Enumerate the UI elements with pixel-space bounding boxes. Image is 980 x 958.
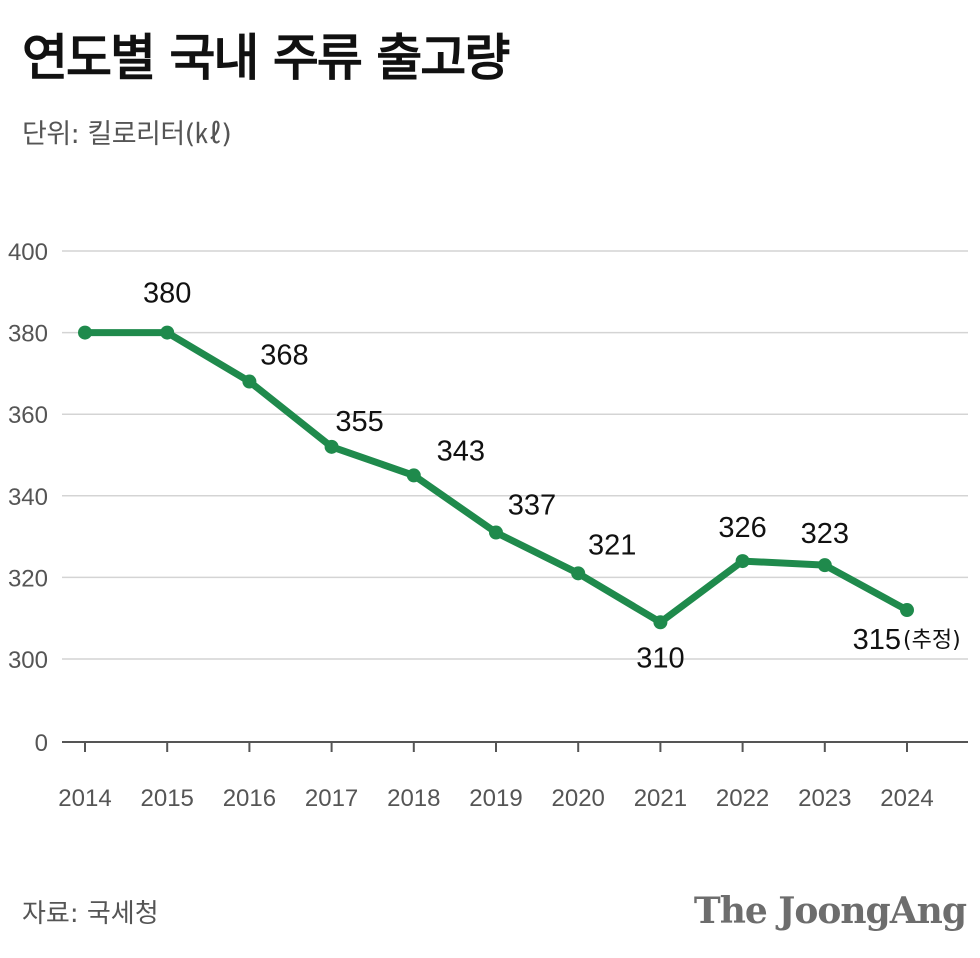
x-axis [62,741,968,752]
data-label: 380 [143,278,191,310]
source-note: 자료: 국세청 [22,899,159,929]
x-tick-label: 2019 [469,785,522,812]
x-tick-label: 2016 [223,785,276,812]
data-point [324,439,339,454]
data-label: 321 [588,529,636,561]
series-line-group [78,325,914,630]
data-label: 315 [853,624,901,656]
data-label: 310 [636,642,684,674]
y-tick-label: 380 [8,321,48,348]
data-point [160,325,175,340]
data-label: 368 [260,340,308,372]
y-tick-label: 300 [8,647,48,674]
x-tick-label: 2015 [141,785,194,812]
x-tick-label: 2024 [880,785,933,812]
line-chart: 0 300 320 340 360 380 400 2014 2015 2016 2017 2018… [8,239,968,812]
data-point [653,615,668,630]
x-tick-label: 2022 [716,785,769,812]
data-point [735,554,750,569]
data-label: 326 [718,512,766,544]
grid-lines [62,250,968,660]
data-label-note: (추정) [903,628,961,653]
chart-title: 연도별 국내 주류 출고량 [22,29,510,87]
x-tick-label: 2023 [798,785,851,812]
x-tick-labels: 2014 2015 2016 2017 2018 2019 2020 2021 2022 2023… [58,785,933,812]
data-label: 355 [335,406,383,438]
brand-logo: The JoongAng [693,890,967,932]
data-point [489,525,503,540]
series-line [81,329,911,626]
data-point [571,566,586,581]
y-tick-label: 320 [8,565,48,592]
x-tick-label: 2021 [634,785,687,812]
data-label: 323 [801,518,849,550]
y-tick-label: 400 [8,239,48,266]
unit-label: 단위: 킬로리터(㎘) [22,119,232,150]
x-tick-label: 2020 [552,785,605,812]
y-tick-label: 0 [35,730,48,757]
y-tick-label: 340 [8,484,48,511]
data-label: 343 [437,435,485,467]
x-tick-label: 2018 [387,785,440,812]
data-point [900,603,914,618]
data-point [817,558,832,573]
y-tick-label: 360 [8,402,48,429]
data-label: 337 [508,490,556,522]
data-point [78,325,92,340]
y-tick-labels: 0 300 320 340 360 380 400 [8,239,48,757]
data-point [242,374,257,389]
x-tick-label: 2014 [58,785,111,812]
data-point [406,468,421,483]
data-labels: 380 368 355 343 337 321 310 326 323 315 (추정) [143,278,961,675]
x-tick-label: 2017 [305,785,358,812]
